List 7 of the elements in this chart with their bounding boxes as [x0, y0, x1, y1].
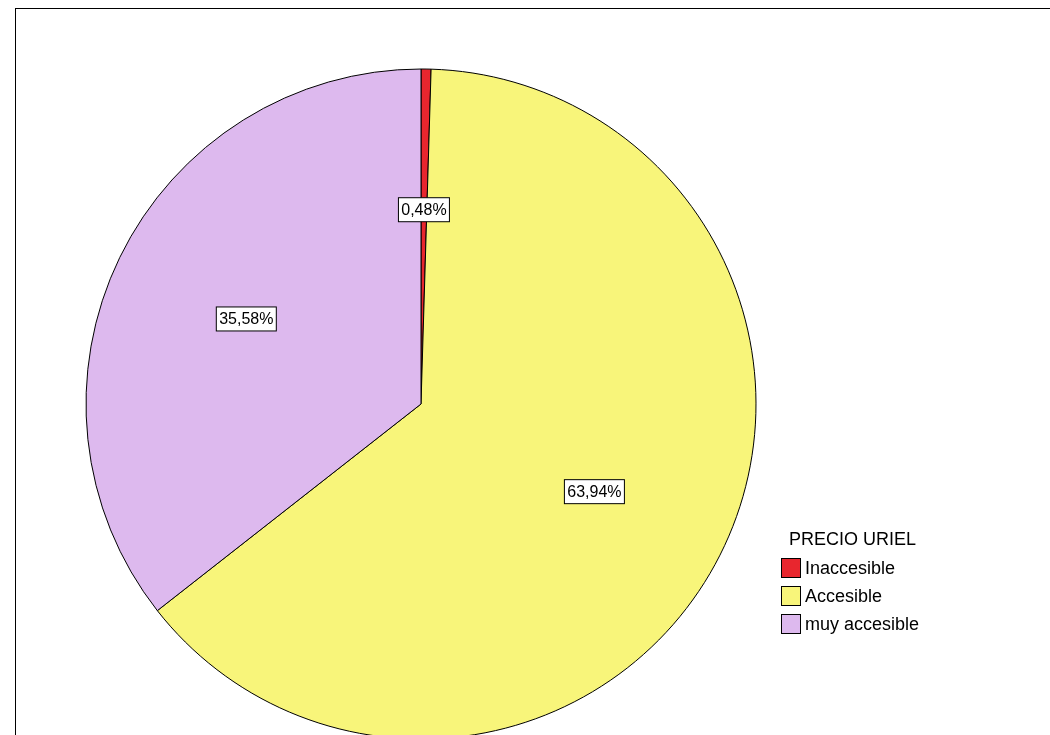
legend-title: PRECIO URIEL — [789, 529, 918, 550]
legend-label: Accesible — [805, 585, 883, 607]
legend-label: Inaccesible — [805, 557, 896, 579]
data-label: 35,58% — [219, 310, 274, 328]
data-label: 0,48% — [401, 201, 447, 219]
data-label: 63,94% — [567, 483, 622, 501]
legend-label: muy accesible — [805, 613, 920, 635]
